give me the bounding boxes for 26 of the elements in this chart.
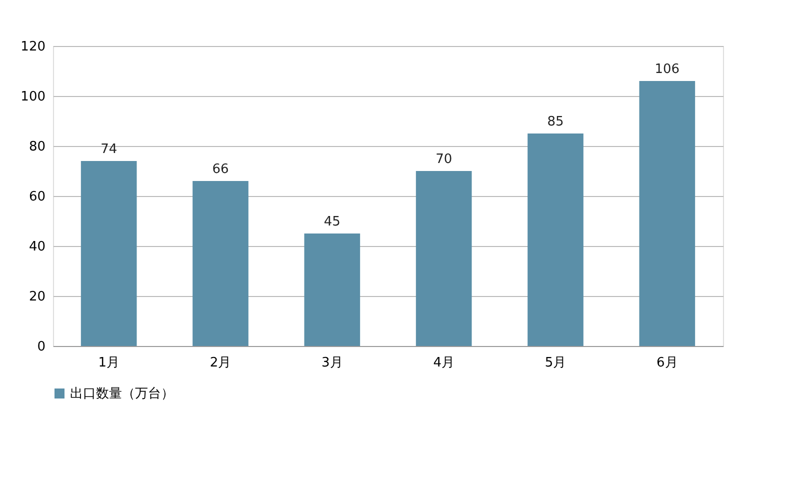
bar — [80, 161, 137, 346]
bar — [304, 234, 360, 346]
data-label: 66 — [212, 162, 229, 177]
y-tick-label: 60 — [28, 190, 46, 204]
y-tick-label: 100 — [20, 90, 46, 104]
bar — [528, 134, 584, 346]
bar — [192, 181, 248, 346]
x-tick-label: 1月 — [98, 356, 120, 370]
data-label: 45 — [324, 214, 340, 230]
y-tick-label: 0 — [37, 340, 46, 354]
y-tick-label: 40 — [28, 240, 46, 254]
data-label: 70 — [436, 152, 452, 167]
x-tick-label: 6月 — [656, 356, 678, 370]
y-tick-label: 80 — [28, 140, 46, 154]
y-tick-label: 20 — [28, 290, 46, 304]
x-tick-label: 3月 — [322, 356, 343, 370]
x-tick-label: 2月 — [210, 356, 232, 370]
bar — [639, 81, 696, 346]
data-label: 74 — [100, 142, 118, 157]
x-tick-label: 4月 — [433, 356, 454, 370]
x-tick-label: 5月 — [544, 356, 566, 370]
bar — [416, 171, 472, 346]
legend-label: 出口数量（万台） — [70, 386, 174, 402]
y-tick-label: 120 — [20, 40, 46, 54]
data-label: 106 — [654, 62, 680, 77]
data-label: 85 — [547, 114, 564, 130]
